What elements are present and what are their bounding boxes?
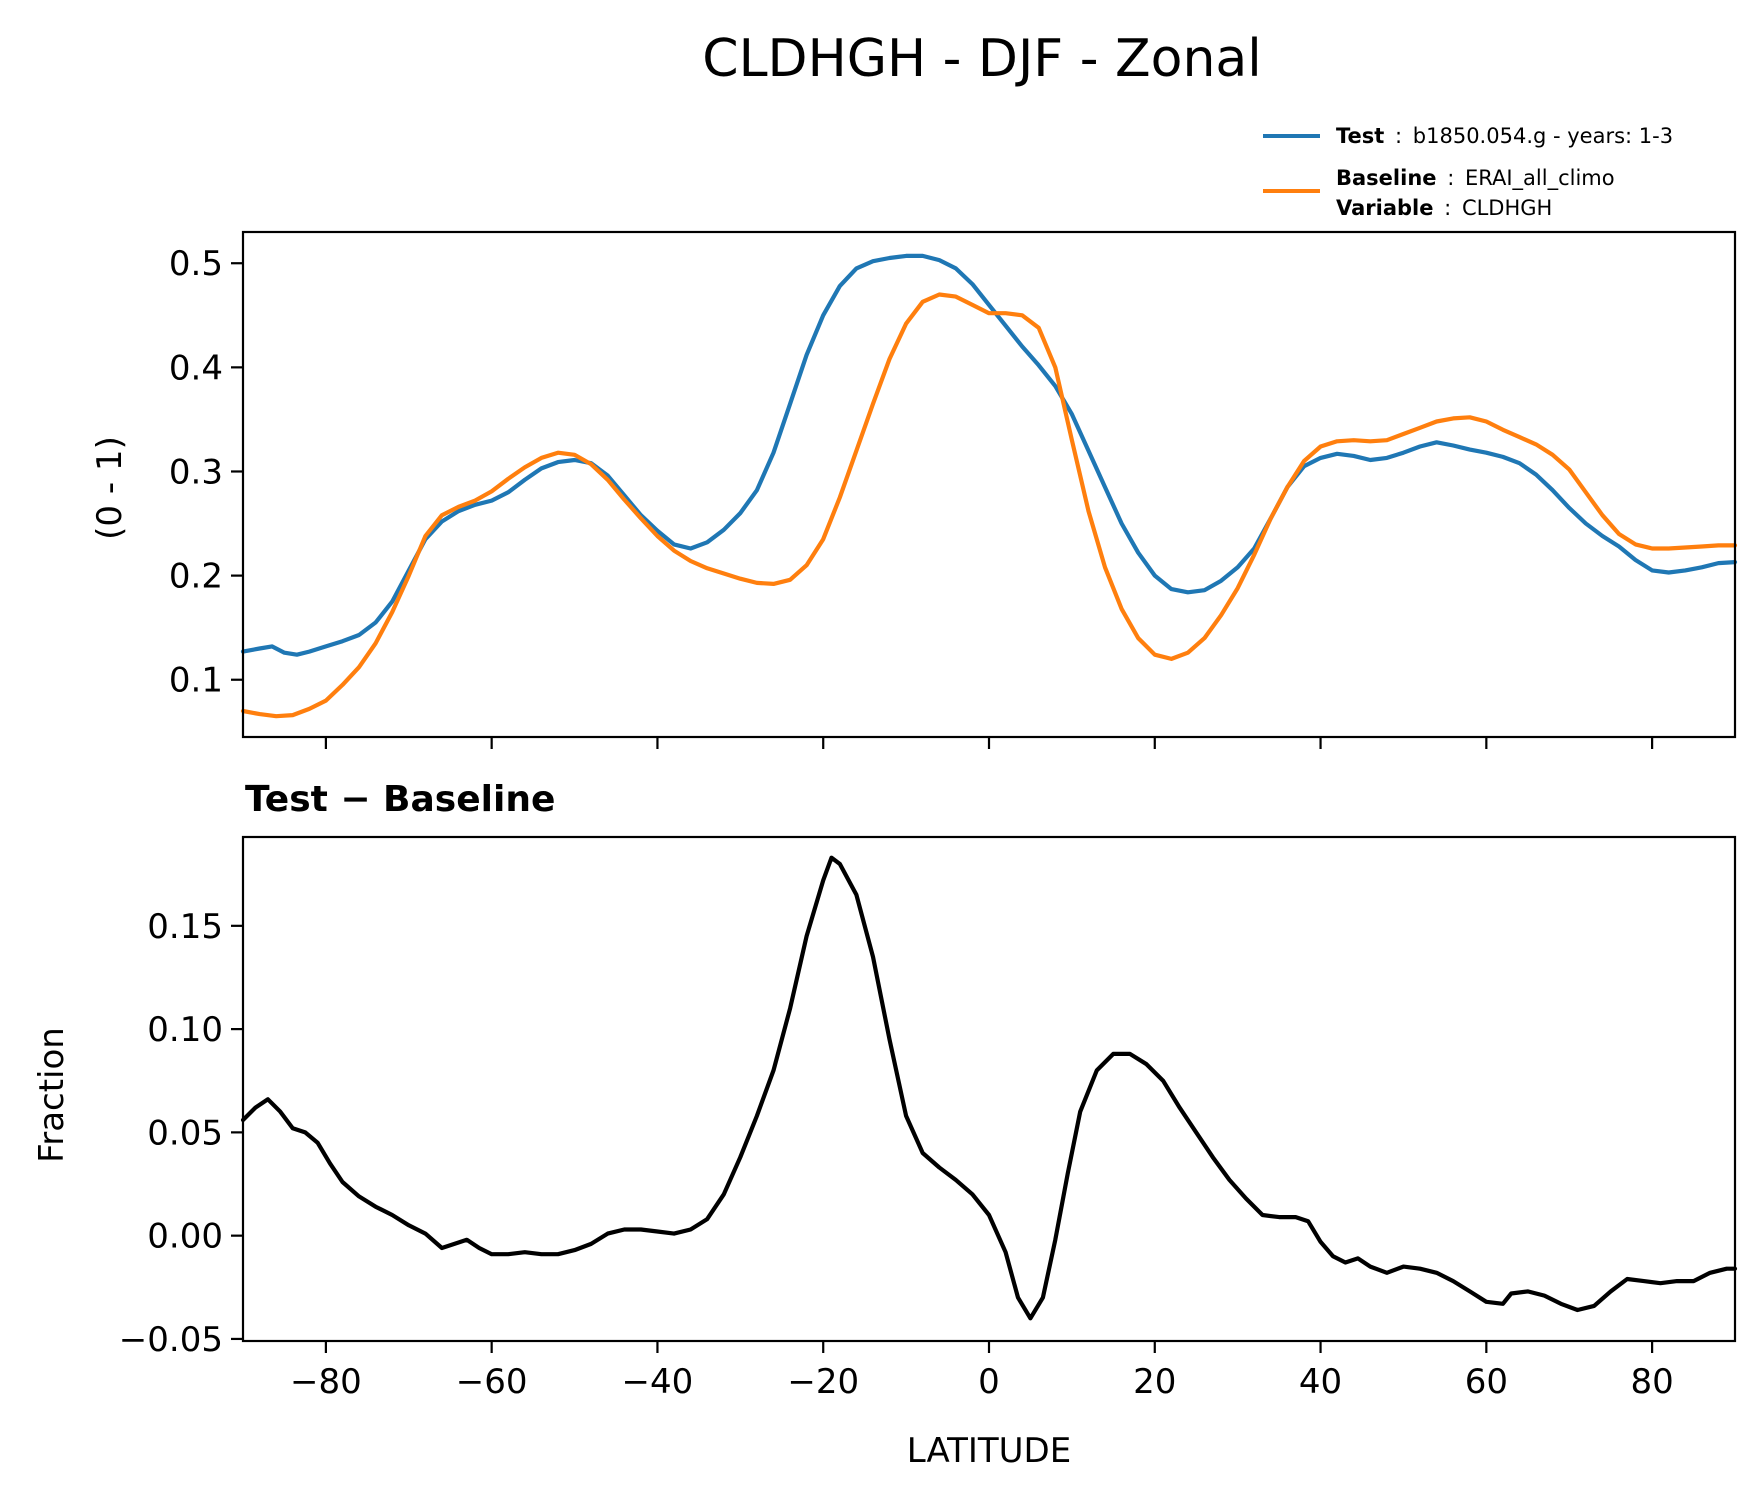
bottom-x-tick-label: −60 bbox=[456, 1362, 528, 1402]
legend-baseline-text: ERAI_all_climo bbox=[1465, 166, 1615, 191]
legend-test-sep: : bbox=[1395, 124, 1402, 148]
bottom-y-tick-label: −0.05 bbox=[119, 1320, 223, 1360]
x-axis-label: LATITUDE bbox=[907, 1431, 1071, 1471]
bottom-panel-title: Test − Baseline bbox=[245, 779, 555, 820]
top-y-tick-label: 0.4 bbox=[169, 348, 223, 388]
bottom-y-tick-label: 0.00 bbox=[147, 1217, 223, 1257]
bottom-y-tick-label: 0.15 bbox=[147, 907, 223, 947]
legend-variable-entry: Variable : CLDHGH bbox=[1336, 196, 1552, 220]
bottom-series-difference-line bbox=[240, 855, 1738, 1321]
bottom-x-tick-label: −80 bbox=[290, 1362, 362, 1402]
top-plot-frame bbox=[241, 230, 1737, 739]
bottom-x-tick-label: 40 bbox=[1299, 1362, 1342, 1402]
top-series-group bbox=[240, 253, 1738, 719]
bottom-x-tick-label: 80 bbox=[1630, 1362, 1673, 1402]
bottom-y-tick-label: 0.10 bbox=[147, 1010, 223, 1050]
top-y-axis-label: (0 - 1) bbox=[90, 436, 130, 540]
legend-test-text: b1850.054.g - years: 1-3 bbox=[1413, 124, 1673, 148]
top-x-ticks bbox=[324, 737, 1654, 749]
legend-variable-key: Variable bbox=[1336, 196, 1433, 220]
bottom-y-tick-label: 0.05 bbox=[147, 1113, 223, 1153]
bottom-y-ticks: −0.05 0.00 0.05 0.10 0.15 bbox=[119, 907, 243, 1360]
bottom-x-tick-label: −40 bbox=[622, 1362, 694, 1402]
bottom-y-axis-label: Fraction bbox=[32, 1027, 72, 1163]
bottom-x-tick-label: 20 bbox=[1133, 1362, 1176, 1402]
top-y-ticks: 0.1 0.2 0.3 0.4 0.5 bbox=[169, 244, 243, 701]
bottom-x-ticks: −80 −60 −40 −20 0 20 40 60 80 bbox=[290, 1341, 1674, 1402]
bottom-x-tick-label: 0 bbox=[978, 1362, 1000, 1402]
figure-title: CLDHGH - DJF - Zonal bbox=[702, 29, 1261, 89]
top-y-tick-label: 0.1 bbox=[169, 661, 223, 701]
legend-baseline-entry: Baseline : ERAI_all_climo bbox=[1336, 166, 1615, 191]
bottom-x-tick-label: −20 bbox=[787, 1362, 859, 1402]
top-y-tick-label: 0.5 bbox=[169, 244, 223, 284]
top-y-tick-label: 0.2 bbox=[169, 557, 223, 597]
top-panel: (0 - 1) 0.1 0.2 0.3 0.4 0.5 bbox=[90, 230, 1738, 749]
legend-baseline-sep: : bbox=[1447, 166, 1454, 190]
top-y-tick-label: 0.3 bbox=[169, 452, 223, 492]
bottom-series-group bbox=[240, 855, 1738, 1321]
bottom-panel: Test − Baseline Fraction LATITUDE −0.05 0… bbox=[32, 779, 1738, 1471]
legend-baseline-key: Baseline bbox=[1336, 166, 1437, 190]
legend-test-key: Test bbox=[1336, 124, 1384, 148]
legend-test-entry: Test : b1850.054.g - years: 1-3 bbox=[1336, 124, 1673, 148]
top-series-baseline-line bbox=[240, 292, 1738, 719]
legend-variable-sep: : bbox=[1444, 196, 1451, 220]
legend: Test : b1850.054.g - years: 1-3 Baseline… bbox=[1263, 124, 1673, 220]
bottom-plot-frame bbox=[241, 835, 1737, 1343]
bottom-x-tick-label: 60 bbox=[1465, 1362, 1508, 1402]
legend-variable-text: CLDHGH bbox=[1462, 196, 1552, 220]
top-series-test-line bbox=[240, 253, 1738, 657]
